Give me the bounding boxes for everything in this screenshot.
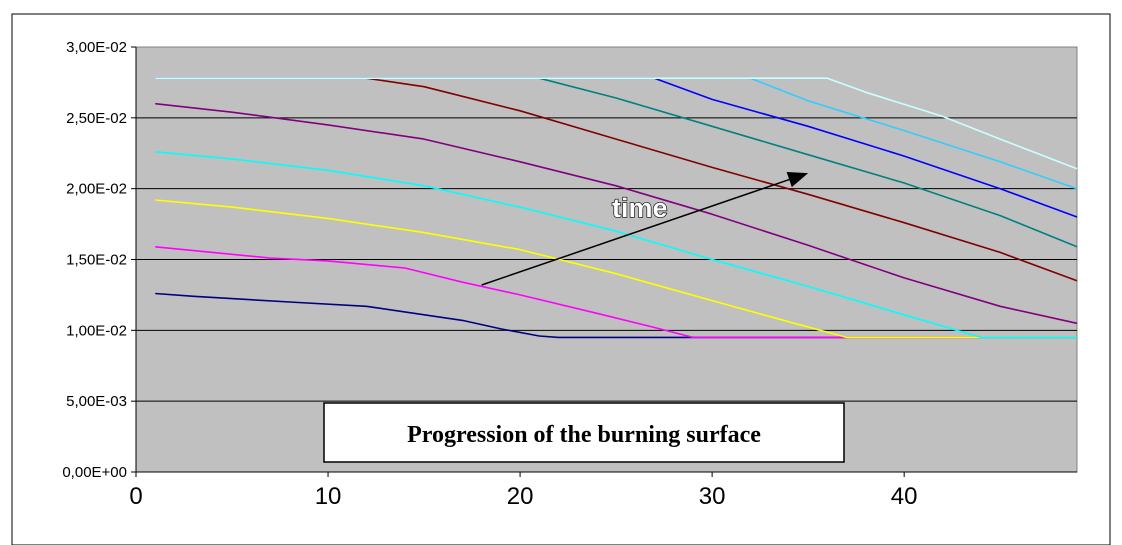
y-tick-label: 3,00E-02 <box>66 39 127 56</box>
x-axis: 0 10 20 30 40 <box>129 471 1077 510</box>
x-tick-label: 30 <box>699 483 726 510</box>
arrow-head <box>786 172 809 188</box>
series-line-2 <box>155 246 1077 339</box>
y-tick-label: 2,00E-02 <box>66 181 127 198</box>
title-box <box>323 402 845 463</box>
x-tick-label: 40 <box>891 483 918 510</box>
y-tick-label: 2,50E-02 <box>66 110 127 127</box>
x-tick-label: 10 <box>315 483 342 510</box>
series-line-6 <box>155 77 1078 282</box>
y-axis: 0,00E+00 5,00E-03 1,00E-02 1,50E-02 2,00E-02… <box>62 39 137 481</box>
series-group <box>155 77 1078 339</box>
y-tick-label: 1,50E-02 <box>66 252 127 269</box>
series-line-3 <box>155 199 1077 339</box>
x-tick-label: 20 <box>507 483 534 510</box>
y-tick-label: 1,00E-02 <box>66 322 127 339</box>
series-line-7 <box>155 77 1078 248</box>
y-tick-label: 0,00E+00 <box>62 464 127 481</box>
time-arrow <box>481 172 809 286</box>
time-annotation: time <box>612 193 668 223</box>
grid-lines <box>136 117 1077 402</box>
series-line-1 <box>155 292 1077 339</box>
chart-title: Progression of the burning surface <box>407 422 761 448</box>
x-tick-label: 0 <box>129 483 142 510</box>
series-line-5 <box>155 102 1078 325</box>
series-line-4 <box>155 151 1077 339</box>
y-tick-label: 5,00E-03 <box>66 393 127 410</box>
arrow-shaft <box>481 178 790 286</box>
series-line-10 <box>155 77 1078 170</box>
